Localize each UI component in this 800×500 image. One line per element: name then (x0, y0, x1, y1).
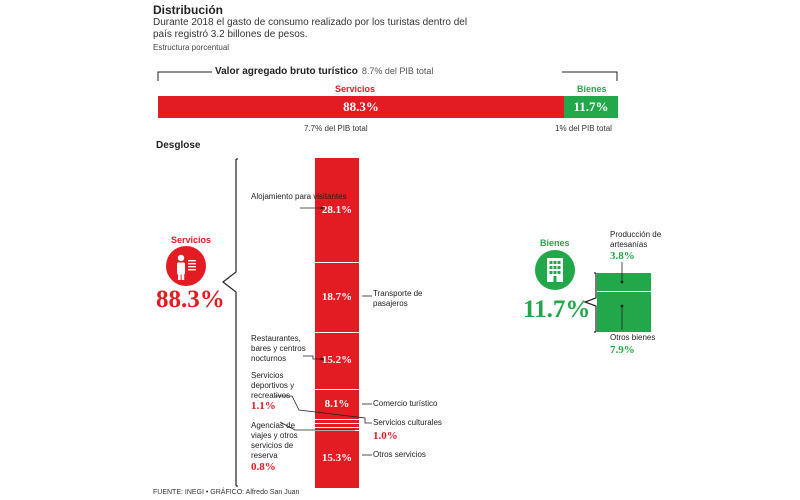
vab-bienes-segment: 11.7% (564, 96, 618, 118)
bienes-value: 11.7% (523, 296, 591, 323)
value-culturales: 1.0% (373, 430, 398, 442)
bienes-brace (583, 272, 597, 333)
vab-servicios-segment: 88.3% (158, 96, 564, 118)
servicios-segment-5 (315, 424, 359, 428)
servicios-segment-label-0: 28.1% (321, 203, 353, 216)
value-deportivos: 1.1% (251, 400, 276, 412)
label-comercio: Comercio turístico (373, 399, 438, 408)
page-title: Distribución (153, 3, 224, 17)
servicios-value: 88.3% (156, 286, 225, 313)
servicios-segment-0: 28.1% (315, 158, 359, 264)
servicios-brace (222, 158, 238, 487)
vab-servicios-pib: 7.7% del PIB total (304, 124, 368, 133)
vab-servicios-label: Servicios (335, 84, 376, 94)
structure-note: Estructura porcentual (153, 43, 230, 52)
label-restaurantes: Restaurantes, bares y centros nocturnos (251, 334, 306, 363)
source-footer: FUENTE: INEGI • GRÁFICO: Alfredo San Jua… (153, 489, 300, 496)
servicios-segment-label-1: 18.7% (321, 290, 353, 303)
label-agencias: Agencias de viajes y otros servicios de … (251, 421, 298, 460)
vab-bar: 88.3% 11.7% (158, 96, 618, 118)
servicios-segment-7: 15.3% (315, 430, 359, 488)
label-otros-servicios: Otros servicios (373, 450, 426, 459)
vab-title: Valor agregado bruto turístico 8.7% del P… (215, 66, 433, 77)
label-alojamiento: Alojamiento para visitantes (251, 192, 347, 201)
servicios-label: Servicios (171, 235, 212, 245)
servicios-segment-1: 18.7% (315, 263, 359, 333)
bienes-segment-1 (597, 292, 651, 332)
vab-bienes-pib: 1% del PIB total (555, 124, 612, 133)
value-agencias: 0.8% (251, 461, 276, 473)
servicios-segment-4 (315, 419, 359, 425)
desglose-title: Desglose (156, 140, 201, 151)
label-deportivos: Servicios deportivos y recreativos (251, 371, 295, 400)
vab-bracket (157, 71, 618, 81)
label-transporte: Transporte de pasajeros (373, 289, 423, 308)
servicios-column: 28.1% 18.7% 15.2% 8.1% 15.3% (315, 158, 359, 488)
vab-bienes-label: Bienes (577, 84, 607, 94)
servicios-segment-2: 15.2% (315, 332, 359, 390)
vab-pib: 8.7% del PIB total (361, 66, 434, 76)
building-icon (535, 250, 575, 290)
person-icon (166, 246, 206, 286)
bienes-column (597, 273, 651, 332)
label-artesanias: Producción de artesanías (610, 230, 662, 249)
label-culturales: Servicios culturales (373, 418, 442, 427)
value-otros-bienes: 7.9% (610, 344, 635, 356)
servicios-segment-label-7: 15.3% (321, 452, 353, 465)
label-otros-bienes: Otros bienes (610, 333, 656, 342)
vab-bienes-segment-label: 11.7% (573, 99, 609, 114)
servicios-segment-label-2: 15.2% (321, 354, 353, 367)
bienes-label: Bienes (540, 238, 570, 248)
vab-servicios-segment-label: 88.3% (343, 99, 379, 114)
page-subtitle: Durante 2018 el gasto de consumo realiza… (153, 17, 468, 40)
value-artesanias: 3.8% (610, 250, 635, 262)
servicios-segment-label-3: 8.1% (324, 397, 350, 410)
bienes-segment-0 (597, 273, 651, 293)
vab-label: Valor agregado bruto turístico (215, 66, 358, 77)
